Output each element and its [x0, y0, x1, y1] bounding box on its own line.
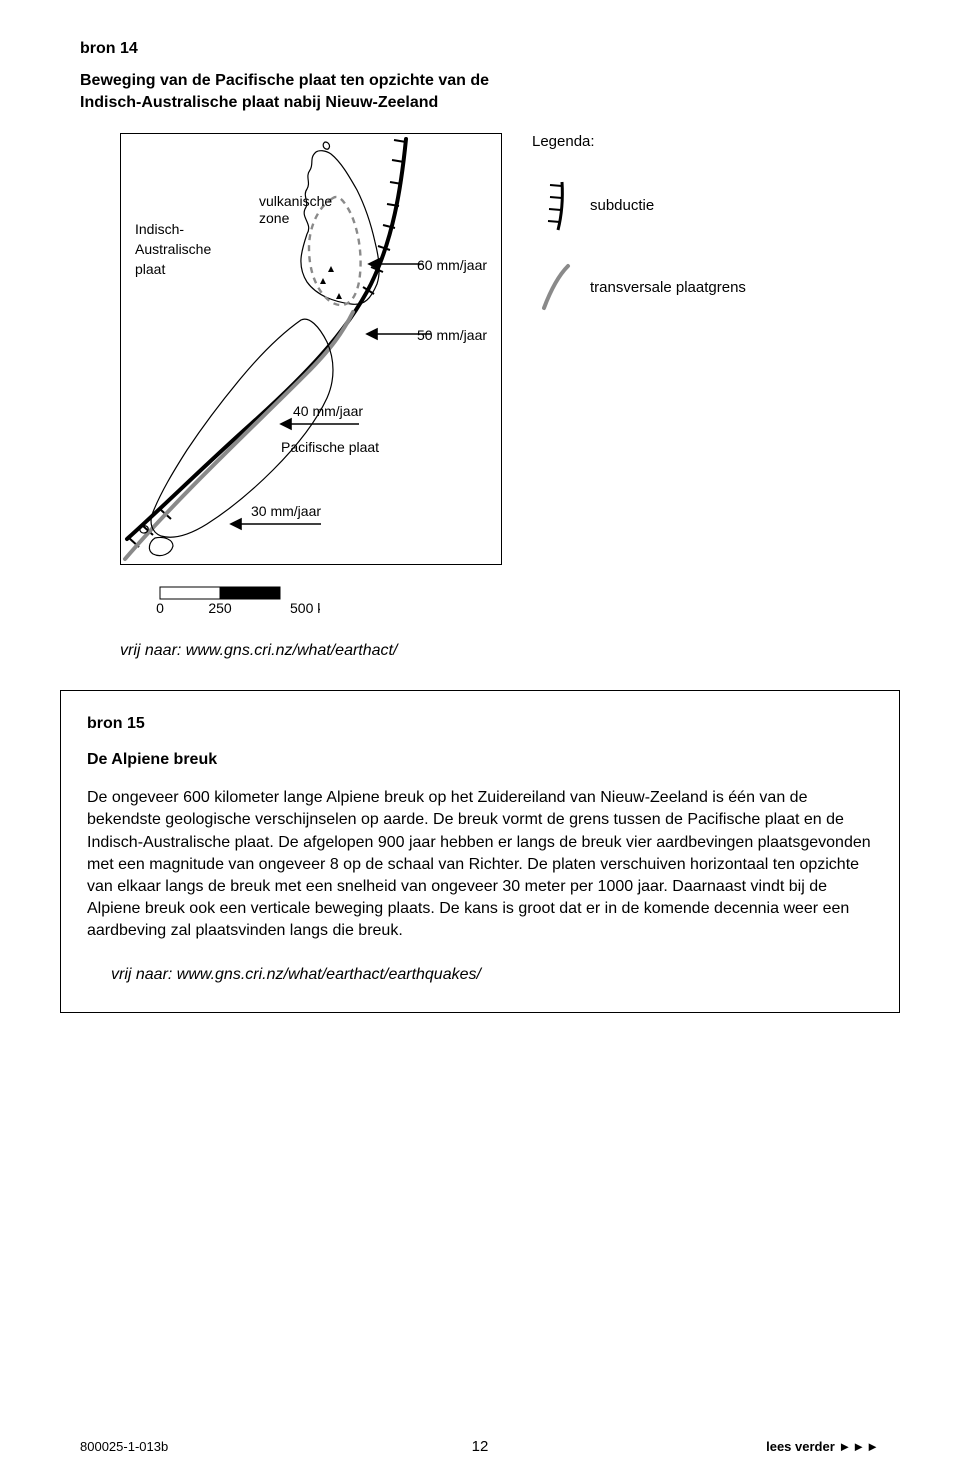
nz-map-box: Indisch- Australische plaat vulkanische …: [120, 133, 502, 565]
map-label-50mm: 50 mm/jaar: [417, 327, 487, 343]
map-label-vulk2: zone: [259, 210, 290, 226]
bron15-title: De Alpiene breuk: [87, 749, 873, 771]
page: bron 14 Beweging van de Pacifische plaat…: [0, 0, 960, 1482]
bron15-label: bron 15: [87, 713, 873, 735]
map-label-pacifische: Pacifische plaat: [281, 439, 379, 455]
bron14-figure: Indisch- Australische plaat vulkanische …: [80, 133, 880, 565]
bron14-title: Beweging van de Pacifische plaat ten opz…: [80, 70, 880, 113]
bron14-title-line1: Beweging van de Pacifische plaat ten opz…: [80, 72, 489, 89]
footer: 800025-1-013b 12 lees verder ►►►: [80, 1439, 880, 1454]
footer-page-number: 12: [80, 1438, 880, 1455]
bron14-title-line2: Indisch-Australische plaat nabij Nieuw-Z…: [80, 94, 438, 111]
legend-row-subductie: subductie: [532, 178, 792, 232]
map-label-indisch1: Indisch-: [135, 221, 184, 237]
bron15-box: bron 15 De Alpiene breuk De ongeveer 600…: [60, 690, 900, 1013]
map-label-40mm: 40 mm/jaar: [293, 403, 363, 419]
legend-title: Legenda:: [532, 133, 792, 150]
subductie-symbol-icon: [532, 178, 576, 232]
legend-transversale-label: transversale plaatgrens: [590, 279, 746, 296]
bron15-source: vrij naar: www.gns.cri.nz/what/earthact/…: [111, 964, 873, 986]
nz-map-svg: Indisch- Australische plaat vulkanische …: [121, 134, 501, 564]
scalebar-0: 0: [156, 600, 164, 616]
map-label-60mm: 60 mm/jaar: [417, 257, 487, 273]
bron15-body: De ongeveer 600 kilometer lange Alpiene …: [87, 787, 873, 942]
transversale-symbol-icon: [532, 262, 576, 312]
map-label-indisch3: plaat: [135, 261, 165, 277]
bron14-label: bron 14: [80, 40, 880, 58]
scalebar-500km: 500 km: [290, 600, 320, 616]
bron14-source: vrij naar: www.gns.cri.nz/what/earthact/: [120, 642, 880, 660]
scalebar: 0 250 500 km: [80, 583, 880, 622]
legend: Legenda: subductie: [532, 133, 792, 342]
map-label-30mm: 30 mm/jaar: [251, 503, 321, 519]
map-label-vulk1: vulkanische: [259, 193, 332, 209]
legend-row-transversale: transversale plaatgrens: [532, 262, 792, 312]
scalebar-250: 250: [208, 600, 232, 616]
legend-subductie-label: subductie: [590, 197, 654, 214]
scalebar-svg: 0 250 500 km: [140, 583, 320, 617]
map-label-indisch2: Australische: [135, 241, 211, 257]
